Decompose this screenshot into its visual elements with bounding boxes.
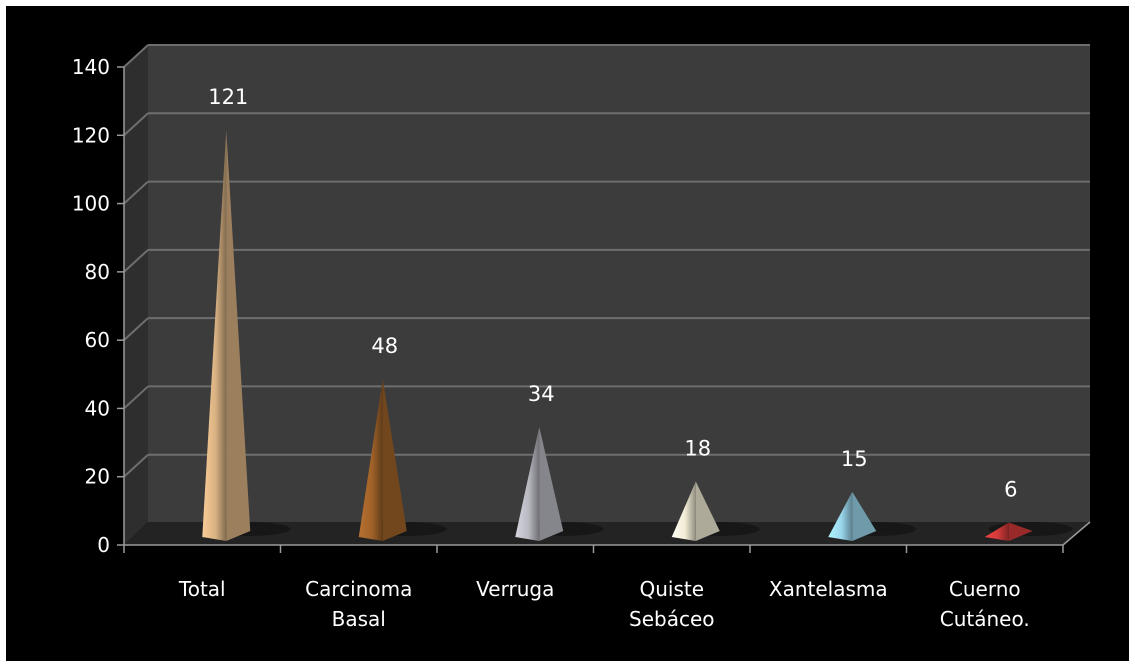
gridline-side [123,385,149,410]
bar-pyramid-left-face [984,522,1009,541]
x-axis-depth-line [1062,521,1091,546]
bar-pyramid-right-face [852,491,877,541]
y-tick-label: 120 [72,123,110,147]
y-tick-label: 80 [85,260,110,284]
data-label: 6 [1004,478,1017,502]
y-tick-label: 100 [72,192,110,216]
bar-pyramid-right-face [539,426,564,541]
bar-pyramid-left-face [671,481,696,541]
data-label: 121 [208,85,248,109]
data-label: 15 [841,447,868,471]
x-category-label: Verruga [476,577,554,601]
gridline-side [123,44,149,68]
y-tick-label: 0 [97,533,110,557]
x-category-label: Total [178,577,226,601]
bar-pyramid-left-face [515,426,540,541]
y-tick-label: 140 [72,55,110,79]
x-category-label: Sebáceo [629,607,715,631]
bar-pyramid-right-face [226,129,251,541]
bar-pyramid-left-face [202,129,227,541]
side-wall [124,45,148,545]
data-label: 48 [371,334,398,358]
gridline-side [123,453,149,478]
gridline-side [123,180,149,205]
y-tick-label: 20 [85,465,110,489]
x-category-label: Cuerno [949,577,1021,601]
data-label: 34 [528,382,555,406]
x-category-label: Xantelasma [769,577,888,601]
y-tick-label: 60 [85,328,110,352]
gridline-side [123,317,149,341]
gridline-side [123,249,149,273]
bar-pyramid-right-face [382,379,407,541]
x-category-label: Quiste [639,577,704,601]
x-category-label: Carcinoma [305,577,412,601]
bar-pyramid-left-face [828,491,853,541]
gridline-side [123,112,149,137]
back-wall [148,45,1090,522]
x-category-label: Cutáneo. [940,607,1030,631]
data-label: 18 [684,437,711,461]
bar-pyramid-right-face [695,481,720,541]
y-tick-label: 40 [85,396,110,420]
bar-pyramid-left-face [358,379,383,541]
bar-pyramid-right-face [1008,522,1033,541]
x-category-label: Basal [332,607,386,631]
